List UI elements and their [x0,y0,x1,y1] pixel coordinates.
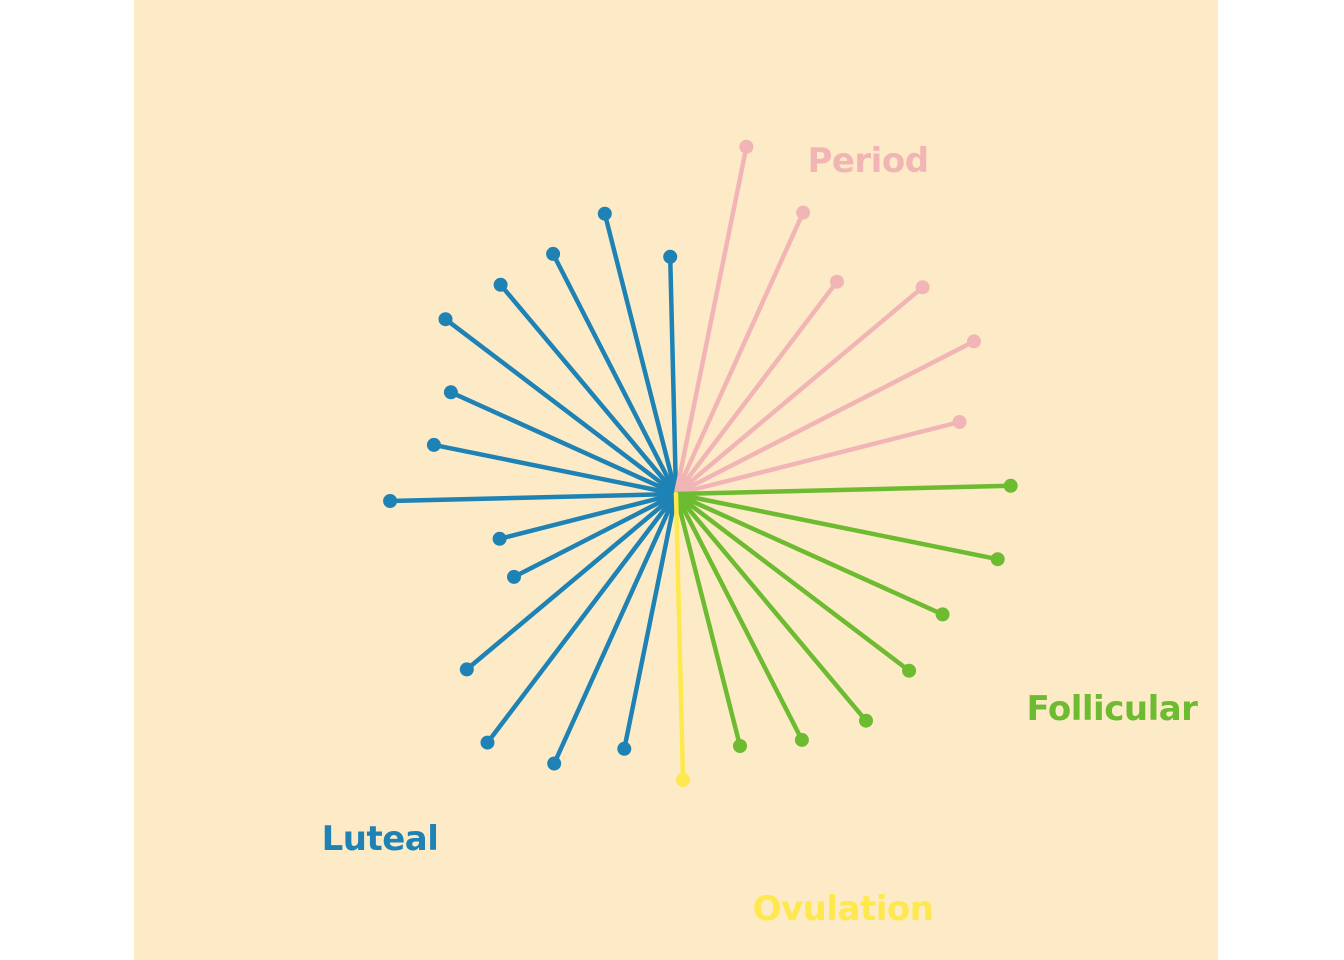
dot-day-4-period [915,280,930,295]
dot-day-16-luteal [547,756,562,771]
stem-day-19-luteal [511,491,679,580]
chart-background: Period Follicular Ovulation Luteal [134,0,1218,960]
dot-day-15-luteal [617,741,632,756]
stem-day-2-period [673,210,806,497]
label-period: Period [807,141,928,181]
stem-day-14-ovulation [673,491,686,783]
dot-day-2-period [796,205,811,220]
stem-day-28-luteal [667,254,679,497]
dots-layer [383,139,1018,787]
stem-day-11-follicular [673,491,869,723]
stem-day-6-period [673,419,962,497]
stem-day-7-follicular [673,483,1013,497]
dot-day-12-follicular [794,732,809,747]
stem-day-3-period [673,279,840,497]
dot-day-19-luteal [507,569,521,584]
stem-day-20-luteal [497,491,679,542]
stem-day-1-period [673,144,749,497]
stem-day-8-follicular [673,491,1000,562]
dot-day-1-period [739,139,754,154]
dot-day-27-luteal [597,206,612,221]
stem-day-23-luteal [448,390,679,497]
label-follicular: Follicular [1027,689,1199,729]
stem-day-21-luteal [387,491,679,504]
stem-day-24-luteal [443,316,679,497]
stem-day-12-follicular [673,491,805,743]
stem-day-25-luteal [498,282,679,497]
stem-day-9-follicular [673,491,945,617]
radial-cycle-chart: Period Follicular Ovulation Luteal [322,139,1199,929]
dot-day-9-follicular [935,607,950,622]
stems-layer [387,144,1013,783]
stem-day-18-luteal [464,491,679,672]
stem-day-27-luteal [602,211,679,497]
stem-day-16-luteal [551,491,679,766]
dot-day-23-luteal [443,385,458,400]
dot-day-28-luteal [663,249,678,264]
stem-day-15-luteal [622,491,679,752]
label-luteal: Luteal [322,819,439,859]
dot-day-8-follicular [990,552,1005,567]
dot-day-14-ovulation [676,772,690,787]
stem-day-5-period [673,339,977,497]
dot-day-25-luteal [493,277,508,292]
dot-day-21-luteal [383,494,398,508]
dot-day-6-period [952,415,967,429]
dot-day-7-follicular [1003,478,1018,493]
stem-day-10-follicular [673,491,912,673]
stem-day-4-period [673,285,925,497]
dot-day-11-follicular [859,713,873,728]
stem-day-26-luteal [550,251,679,497]
label-ovulation: Ovulation [753,889,934,929]
dot-day-26-luteal [546,246,561,261]
dot-day-17-luteal [480,735,495,750]
dot-day-5-period [967,334,981,349]
dot-day-18-luteal [459,662,474,677]
dot-day-10-follicular [902,663,917,678]
dot-day-22-luteal [426,437,441,452]
dot-day-13-follicular [733,739,747,753]
dot-day-20-luteal [492,531,507,546]
stem-day-13-follicular [673,491,743,749]
dot-day-3-period [830,274,844,289]
stem-day-17-luteal [485,491,679,745]
dot-day-24-luteal [438,312,453,327]
stem-day-22-luteal [431,442,679,497]
